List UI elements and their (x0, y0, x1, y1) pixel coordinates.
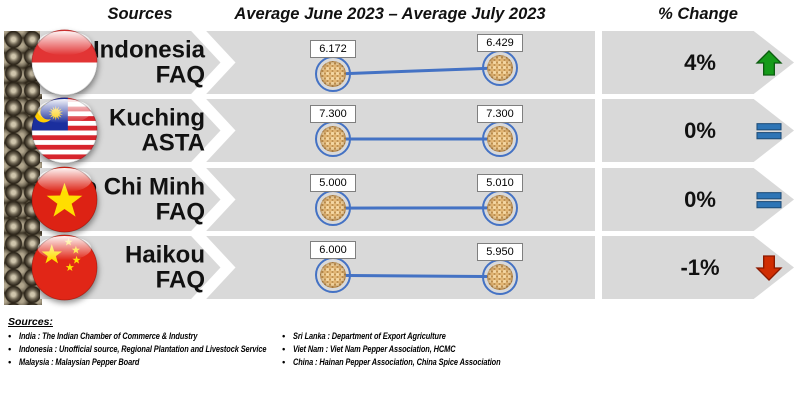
source-label: Kuching ASTA (40, 105, 205, 156)
june-marker (315, 121, 351, 157)
change-band (602, 168, 794, 231)
percent-change: -1% (680, 254, 720, 280)
trend-line (333, 137, 500, 141)
bullet-icon: • (8, 344, 12, 354)
trend-line (332, 206, 501, 210)
source-grade: ASTA (141, 129, 205, 157)
column-header-period: Average June 2023 – Average July 2023 (234, 5, 546, 23)
trend-indicator (753, 252, 785, 284)
source-name: Haikou (124, 241, 205, 269)
peppercorn-cluster-icon (487, 263, 513, 290)
vietnam-flag-icon (31, 166, 98, 233)
source-label: Haikou FAQ (40, 242, 205, 293)
percent-change: 0% (684, 117, 716, 143)
down-arrow-icon (753, 252, 785, 284)
bullet-icon: • (282, 344, 286, 354)
peppercorn-cluster-icon (320, 195, 346, 222)
column-header-sources: Sources (107, 5, 173, 23)
chevron-separator-icon (189, 159, 236, 240)
footer-title: Sources: (8, 316, 53, 328)
trend-indicator (753, 184, 785, 216)
bullet-icon: • (8, 331, 12, 341)
list-item: • Malaysia : Malaysian Pepper Board (8, 357, 140, 367)
chevron-separator-icon (189, 227, 236, 308)
source-name: Kuching (109, 104, 205, 132)
source-label: Indonesia FAQ (40, 37, 205, 88)
june-value-label: 5.000 (310, 174, 356, 193)
june-marker (315, 56, 351, 93)
percent-change: 4% (684, 49, 716, 75)
china-flag-icon (31, 234, 98, 301)
malaysia-flag-icon (31, 97, 98, 164)
bullet-icon: • (282, 331, 286, 341)
peppercorn-cluster-icon (487, 126, 513, 152)
percent-change: 0% (684, 186, 716, 212)
bullet-icon: • (282, 357, 286, 367)
peppercorn-cluster-icon (320, 126, 346, 152)
june-marker (315, 190, 351, 227)
trend-indicator (753, 115, 785, 147)
list-item: • India : The Indian Chamber of Commerce … (8, 331, 198, 341)
sources-list-left: • India : The Indian Chamber of Commerce … (8, 330, 280, 369)
table-row: 6.172 6.429 Indonesia FAQ 4% (0, 22, 800, 103)
change-band (602, 99, 794, 162)
source-name: Indonesia (92, 36, 205, 64)
list-item: • Viet Nam : Viet Nam Pepper Association,… (282, 344, 456, 354)
list-item: • Indonesia : Unofficial source, Regional… (8, 344, 267, 354)
source-grade: FAQ (155, 266, 205, 294)
july-marker (482, 189, 518, 226)
peppercorn-cluster-icon (487, 194, 513, 221)
july-value-label: 6.429 (477, 33, 523, 52)
equals-icon (753, 115, 785, 147)
trend-line (332, 273, 501, 279)
peppercorn-cluster-icon (487, 54, 513, 81)
table-row: 7.300 7.300 Kuching ASTA 0% (0, 90, 800, 171)
up-arrow-icon (753, 47, 785, 79)
june-value-label: 6.172 (310, 40, 356, 59)
trend-indicator (753, 47, 785, 79)
chevron-separator-icon (189, 90, 236, 171)
june-value-label: 6.000 (310, 241, 356, 260)
table-row: 5.000 5.010 Ho Chi Minh FAQ 0% (0, 159, 800, 240)
table-row: 6.000 5.950 Haikou FAQ -1% (0, 227, 800, 308)
june-marker (315, 257, 351, 294)
peppercorn-cluster-icon (320, 61, 346, 88)
source-grade: FAQ (155, 61, 205, 89)
indonesia-flag-icon (31, 29, 98, 96)
source-grade: FAQ (155, 198, 205, 226)
chevron-separator-icon (189, 22, 236, 103)
july-value-label: 7.300 (477, 105, 523, 123)
trend-line (332, 66, 501, 76)
june-value-label: 7.300 (310, 105, 356, 123)
column-header-change: % Change (658, 5, 738, 23)
july-marker (482, 121, 518, 157)
peppercorn-cluster-icon (320, 262, 346, 289)
bullet-icon: • (8, 357, 12, 367)
list-item: • China : Hainan Pepper Association, Chin… (282, 357, 501, 367)
july-marker (482, 49, 518, 86)
sources-list-right: • Sri Lanka : Department of Export Agricu… (282, 330, 794, 369)
list-item: • Sri Lanka : Department of Export Agricu… (282, 331, 446, 341)
equals-icon (753, 184, 785, 216)
footer-sources: Sources: • India : The Indian Chamber of … (8, 312, 794, 369)
july-value-label: 5.010 (477, 173, 523, 192)
july-value-label: 5.950 (477, 242, 523, 261)
july-marker (482, 258, 518, 295)
